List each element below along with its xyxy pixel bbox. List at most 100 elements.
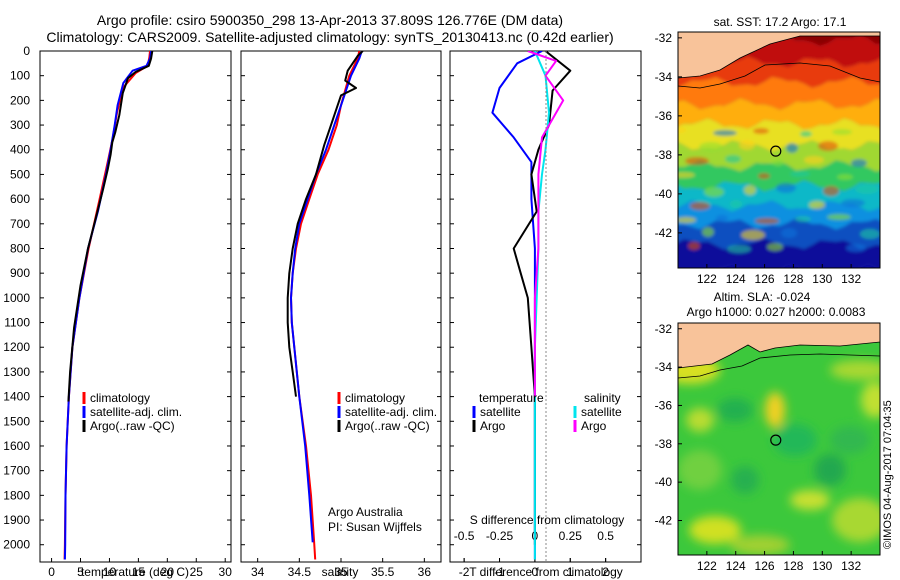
sla-blob bbox=[814, 454, 846, 486]
map-x-tick-label: 126 bbox=[755, 559, 775, 573]
sla-blob bbox=[689, 516, 741, 544]
sst-map-frame bbox=[677, 31, 881, 269]
x-tick-label: 15 bbox=[132, 565, 146, 579]
sst-patch bbox=[741, 230, 765, 240]
temperature-panel bbox=[39, 50, 232, 563]
map-x-tick-label: 132 bbox=[841, 272, 861, 286]
x-tick-label: 5 bbox=[77, 565, 84, 579]
series-salinity-argo bbox=[527, 51, 565, 397]
temperature-xlabel: temperature (deg C) bbox=[81, 565, 189, 579]
credit-line-2: PI: Susan Wijffels bbox=[328, 520, 422, 534]
x-tick-label: 25 bbox=[190, 565, 204, 579]
legend-label: Argo(..raw -QC) bbox=[345, 419, 430, 433]
salinity-legend: climatology satellite-adj. clim. Argo(..… bbox=[328, 391, 437, 534]
depth-tick-label: 300 bbox=[10, 118, 30, 132]
map-x-tick-label: 126 bbox=[755, 272, 775, 286]
depth-tick-label: 1800 bbox=[3, 488, 30, 502]
sst-patch bbox=[713, 130, 737, 136]
depth-tick-label: 1100 bbox=[4, 316, 30, 330]
sst-patch bbox=[823, 186, 839, 196]
x-axes: 0 5 10 15 20 25 30 34 34.5 35 35.5 36 -2 -1 0 1 2 -0.5 -0.… bbox=[48, 529, 614, 579]
sst-band bbox=[678, 98, 880, 130]
map-y-tick-label: -38 bbox=[655, 437, 673, 451]
legend-title-temperature: temperature bbox=[479, 391, 544, 405]
map-y-tick-label: -32 bbox=[655, 322, 673, 336]
x-tick-label: 30 bbox=[219, 565, 233, 579]
depth-tick-label: 1300 bbox=[3, 365, 30, 379]
sst-map-title: sat. SST: 17.2 Argo: 17.1 bbox=[714, 15, 847, 29]
sst-patch bbox=[702, 227, 714, 237]
temperature-legend: climatology satellite-adj. clim. Argo(..… bbox=[82, 391, 182, 433]
x-tick-label: 34.5 bbox=[288, 565, 312, 579]
series-argo-raw-qc- bbox=[286, 51, 364, 397]
legend-label: satellite-adj. clim. bbox=[345, 405, 437, 419]
map-y-tick-label: -42 bbox=[655, 226, 673, 240]
x-tick-label: 2 bbox=[602, 565, 609, 579]
difference-profiles bbox=[491, 51, 572, 560]
map-y-tick-label: -40 bbox=[655, 187, 673, 201]
title-line-2: Climatology: CARS2009. Satellite-adjuste… bbox=[46, 29, 613, 45]
x-tick-label: 10 bbox=[103, 565, 117, 579]
sst-patch bbox=[699, 142, 723, 152]
map-x-tick-label: 130 bbox=[812, 272, 832, 286]
legend-label: satellite bbox=[480, 405, 521, 419]
depth-tick-label: 1000 bbox=[3, 291, 30, 305]
sst-patch bbox=[678, 127, 686, 133]
map-x-tick-label: 124 bbox=[726, 272, 746, 286]
sst-patch bbox=[716, 215, 728, 221]
sla-map-title: Altim. SLA: -0.024 bbox=[714, 290, 811, 304]
legend-label: Argo bbox=[480, 419, 506, 433]
map-y-tick-label: -36 bbox=[655, 398, 673, 412]
sla-blob bbox=[686, 408, 714, 432]
sla-blob bbox=[790, 490, 830, 510]
depth-tick-label: 1900 bbox=[3, 513, 30, 527]
sla-blob bbox=[773, 424, 817, 456]
legend-label: climatology bbox=[90, 391, 150, 405]
depth-tick-label: 800 bbox=[10, 241, 30, 255]
footer-stamp: ©IMOS 04-Aug-2017 07:04:35 bbox=[882, 400, 894, 549]
sst-patch bbox=[758, 173, 770, 179]
sst-patch bbox=[776, 183, 796, 193]
sst-axes: 122 124 126 128 130 132 -32 -34 -36 -38 -40 -42 bbox=[655, 31, 862, 286]
map-y-tick-label: -42 bbox=[655, 513, 673, 527]
depth-tick-label: 1700 bbox=[3, 464, 30, 478]
sst-patch bbox=[786, 143, 798, 153]
sst-patch bbox=[727, 245, 751, 253]
map-y-tick-label: -40 bbox=[655, 475, 673, 489]
x-tick-label: 0 bbox=[48, 565, 55, 579]
sst-patch bbox=[804, 156, 824, 164]
sst-patch bbox=[690, 202, 710, 210]
sla-blob bbox=[730, 535, 790, 555]
sst-patch bbox=[827, 214, 851, 220]
map-x-tick-label: 122 bbox=[697, 559, 717, 573]
sst-land bbox=[678, 32, 880, 79]
x-tick-label: 35 bbox=[334, 565, 348, 579]
temperature-profiles bbox=[63, 51, 154, 560]
sst-band bbox=[678, 218, 880, 250]
sst-band bbox=[678, 140, 880, 172]
sst-patch bbox=[809, 201, 825, 209]
sla-map-subtitle: Argo h1000: 0.027 h2000: 0.0083 bbox=[687, 305, 866, 319]
legend-title-salinity: salinity bbox=[584, 391, 621, 405]
sst-patch bbox=[790, 171, 810, 177]
depth-tick-label: 100 bbox=[10, 69, 30, 83]
map-x-tick-label: 128 bbox=[783, 272, 803, 286]
x-tick-label: -2 bbox=[459, 565, 470, 579]
x-tick-label: 0.5 bbox=[597, 529, 614, 543]
depth-tick-label: 1200 bbox=[3, 340, 30, 354]
sla-land bbox=[678, 323, 880, 369]
sst-patch bbox=[818, 141, 838, 151]
legend-label: Argo(..raw -QC) bbox=[90, 419, 175, 433]
sst-patch bbox=[832, 129, 852, 135]
sst-patch bbox=[767, 243, 783, 251]
x-tick-label: 1 bbox=[567, 565, 574, 579]
sst-band bbox=[678, 76, 880, 110]
sla-blob bbox=[830, 360, 880, 380]
sst-patch bbox=[800, 131, 812, 137]
depth-tick-label: 1400 bbox=[3, 390, 30, 404]
sst-band bbox=[678, 160, 880, 192]
map-y-tick-label: -38 bbox=[655, 148, 673, 162]
difference-legend: temperature salinity satellite Argo sate… bbox=[472, 391, 622, 433]
map-x-tick-label: 128 bbox=[783, 559, 803, 573]
sla-contour bbox=[678, 353, 880, 379]
